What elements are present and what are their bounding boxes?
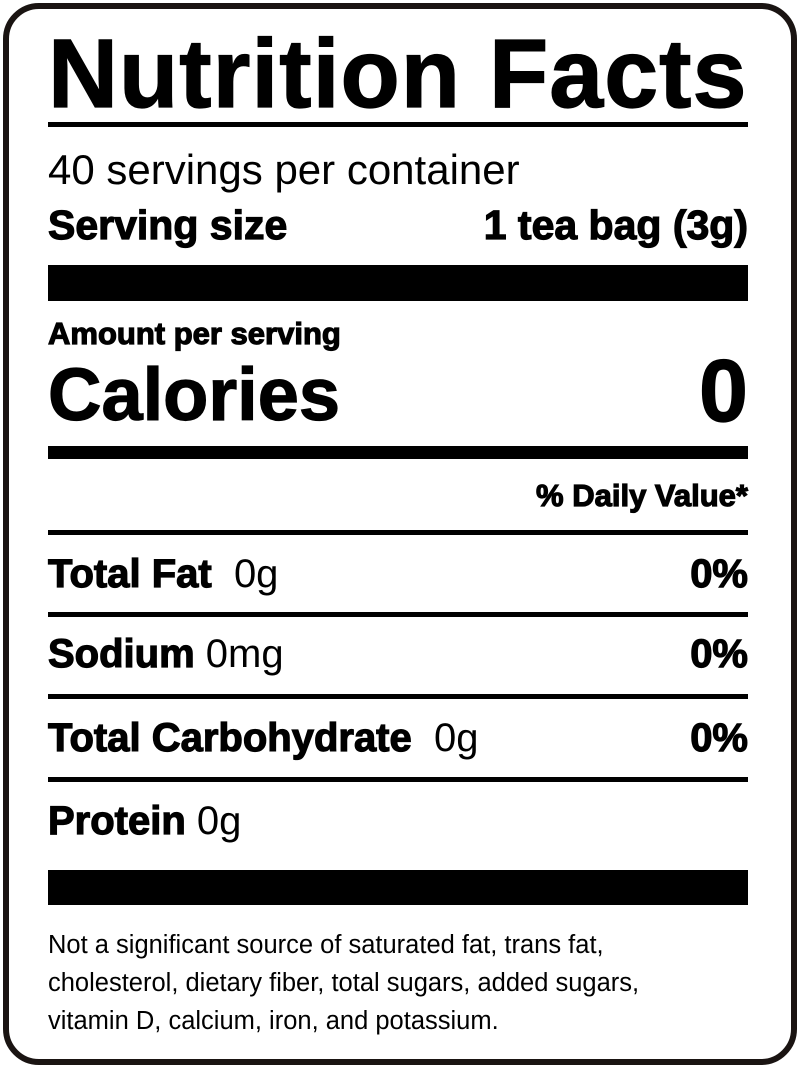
nutrient-dv: 0% <box>690 551 749 596</box>
footnote-line: vitamin D, calcium, iron, and potassium. <box>48 1007 499 1035</box>
nutrient-dv: 0% <box>690 715 749 760</box>
divider <box>48 612 748 617</box>
divider <box>48 694 748 699</box>
nutrient-dv: 0% <box>690 631 749 676</box>
nutrient-name: Protein <box>47 798 186 843</box>
nutrient-amount: 0g <box>433 716 479 760</box>
serving-size-label: Serving size <box>47 201 288 248</box>
daily-value-header: % Daily Value* <box>535 477 748 513</box>
thick-bar <box>48 870 748 905</box>
footnote: Not a significant source of saturated fa… <box>48 926 639 1040</box>
medium-bar <box>48 446 748 459</box>
calories-label: Calories <box>47 352 341 436</box>
footnote-line: cholesterol, dietary fiber, total sugars… <box>48 969 640 997</box>
label-border <box>3 3 797 1065</box>
divider <box>48 777 748 782</box>
thick-bar <box>48 265 748 301</box>
serving-size-value: 1 tea bag (3g) <box>483 201 748 248</box>
divider <box>48 122 748 127</box>
nutrient-name: Total Fat <box>47 551 212 596</box>
amount-per-serving: Amount per serving <box>47 315 341 351</box>
calories-value: 0 <box>698 340 748 440</box>
nutrient-amount: 0mg <box>205 632 284 676</box>
servings-per-container: 40 servings per container <box>48 146 520 193</box>
nutrient-name: Total Carbohydrate <box>47 715 412 760</box>
label-title: Nutrition Facts <box>47 18 748 128</box>
footnote-line: Not a significant source of saturated fa… <box>48 931 604 959</box>
nutrient-name: Sodium <box>47 631 195 676</box>
nutrient-amount: 0g <box>196 799 242 843</box>
nutrient-amount: 0g <box>233 552 279 596</box>
divider <box>48 530 748 535</box>
